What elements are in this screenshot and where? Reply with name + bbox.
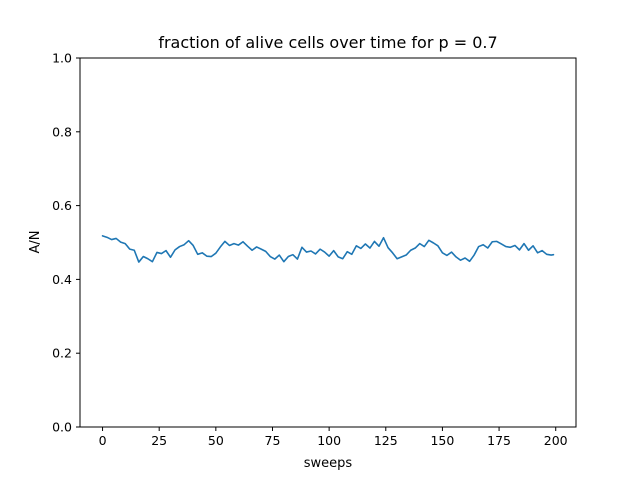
chart-title: fraction of alive cells over time for p … (158, 33, 497, 52)
series-line-0 (101, 235, 555, 263)
x-tick-label: 175 (487, 433, 511, 448)
x-tick-label: 100 (317, 433, 341, 448)
x-tick-label: 75 (265, 433, 281, 448)
y-tick-label: 0.2 (52, 346, 72, 361)
y-tick-label: 1.0 (52, 51, 72, 66)
y-tick-label: 0.6 (52, 198, 72, 213)
x-tick-label: 200 (544, 433, 568, 448)
plot-frame (79, 57, 577, 428)
y-tick-label: 0.0 (52, 420, 72, 435)
y-axis-label: A/N (28, 231, 43, 254)
x-tick-label: 0 (99, 433, 107, 448)
y-tick-label: 0.8 (52, 124, 72, 139)
x-tick-label: 150 (430, 433, 454, 448)
x-axis-label: sweeps (304, 456, 353, 471)
x-tick-label: 25 (151, 433, 167, 448)
x-tick-label: 50 (208, 433, 224, 448)
x-tick-label: 125 (374, 433, 398, 448)
y-tick-label: 0.4 (52, 272, 72, 287)
